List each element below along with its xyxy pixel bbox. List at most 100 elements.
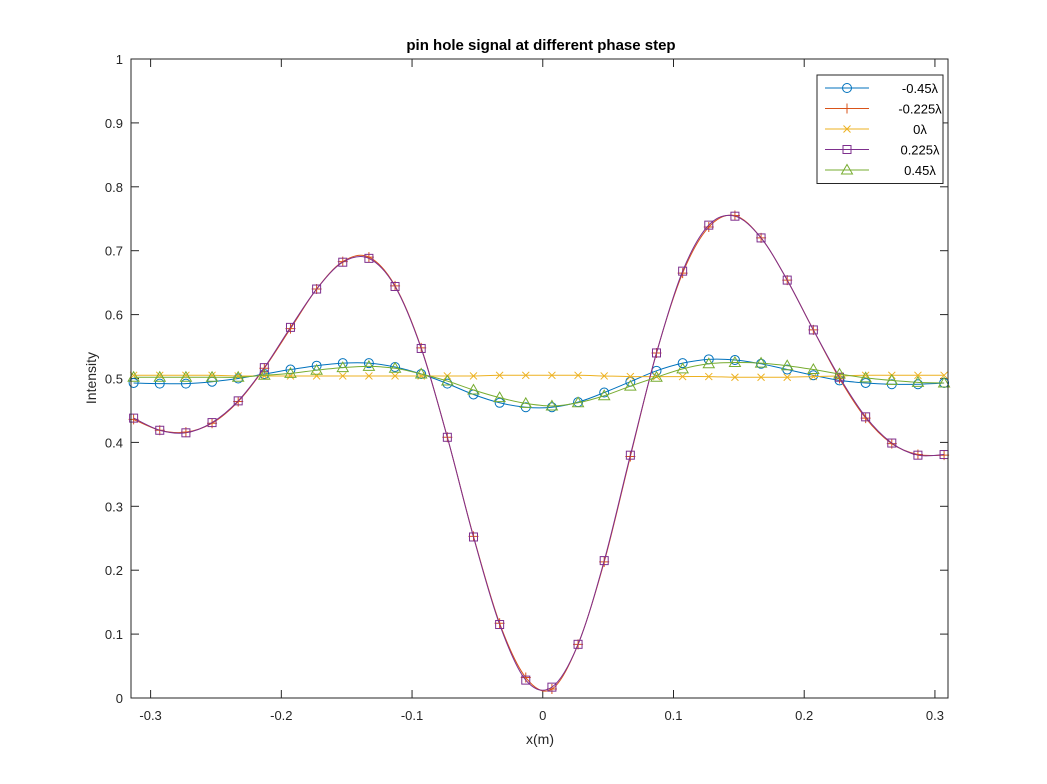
data-point bbox=[783, 373, 792, 382]
data-point bbox=[312, 372, 321, 380]
x-tick-label: 0.2 bbox=[795, 708, 813, 723]
data-point bbox=[676, 362, 690, 374]
data-point bbox=[809, 372, 818, 381]
data-point bbox=[469, 372, 478, 380]
data-point bbox=[310, 363, 323, 375]
data-point bbox=[573, 639, 583, 649]
data-point bbox=[835, 372, 845, 382]
data-point bbox=[521, 371, 530, 380]
data-point bbox=[754, 356, 768, 368]
x-tick-label: -0.1 bbox=[401, 708, 423, 723]
data-point bbox=[285, 322, 295, 332]
data-point bbox=[626, 372, 635, 381]
y-tick-label: 0.6 bbox=[105, 308, 123, 323]
data-point bbox=[467, 383, 480, 395]
x-tick-label: -0.2 bbox=[270, 708, 292, 723]
data-point bbox=[128, 377, 139, 388]
data-point bbox=[545, 399, 559, 411]
data-point bbox=[259, 363, 269, 373]
data-point bbox=[731, 373, 739, 382]
data-point bbox=[391, 372, 399, 380]
data-point bbox=[652, 372, 661, 381]
data-point bbox=[937, 376, 951, 388]
data-point bbox=[702, 357, 716, 369]
x-tick-label: 0 bbox=[539, 708, 546, 723]
data-point bbox=[600, 372, 609, 380]
y-tick-label: 1 bbox=[116, 52, 123, 67]
data-point bbox=[363, 358, 374, 369]
data-point bbox=[651, 348, 661, 358]
data-point bbox=[885, 373, 899, 385]
data-point bbox=[365, 372, 373, 380]
data-point bbox=[782, 275, 792, 285]
data-point bbox=[233, 396, 243, 406]
data-point bbox=[154, 378, 165, 389]
series-4 bbox=[127, 356, 951, 411]
y-tick-label: 0.4 bbox=[105, 435, 123, 450]
chart-title: pin hole signal at different phase step bbox=[406, 37, 675, 54]
data-point bbox=[547, 682, 557, 692]
series-line bbox=[133, 361, 945, 407]
data-point bbox=[257, 368, 271, 380]
data-point bbox=[808, 370, 819, 381]
data-point bbox=[860, 377, 871, 388]
data-point bbox=[493, 391, 506, 403]
data-point bbox=[180, 378, 191, 389]
y-tick-label: 0.3 bbox=[105, 499, 123, 514]
y-tick-label: 0.7 bbox=[105, 244, 123, 259]
x-tick-label: -0.3 bbox=[139, 708, 161, 723]
legend-label: 0λ bbox=[913, 122, 927, 137]
data-point bbox=[440, 374, 454, 386]
data-point bbox=[780, 359, 794, 371]
y-tick-label: 0.9 bbox=[105, 116, 123, 131]
ticks-layer: -0.3 -0.2 -0.1 0 0.1 0.2 0.3 0 0.1 0.2 0.3 0.4 0.5 0.… bbox=[105, 52, 948, 723]
data-point bbox=[338, 372, 347, 380]
data-point bbox=[704, 220, 714, 230]
data-point bbox=[495, 371, 504, 380]
x-tick-label: 0.1 bbox=[664, 708, 682, 723]
data-point bbox=[414, 367, 428, 379]
data-point bbox=[678, 266, 688, 276]
legend-marker bbox=[843, 125, 851, 133]
data-point bbox=[181, 428, 191, 438]
data-point bbox=[312, 284, 322, 294]
data-point bbox=[678, 372, 687, 381]
data-point bbox=[806, 363, 820, 375]
data-point bbox=[129, 413, 139, 423]
y-tick-label: 0.5 bbox=[105, 372, 123, 387]
data-point bbox=[599, 556, 609, 566]
data-point bbox=[704, 372, 713, 381]
legend: -0.45λ -0.225λ 0λ 0.225λ 0.45λ bbox=[816, 74, 944, 184]
data-point bbox=[728, 356, 742, 368]
data-point bbox=[859, 371, 873, 383]
data-point bbox=[285, 364, 296, 375]
legend-label: -0.225λ bbox=[898, 102, 942, 117]
data-point bbox=[911, 375, 925, 387]
data-point bbox=[940, 371, 948, 380]
data-point bbox=[650, 370, 663, 382]
y-tick-label: 0.1 bbox=[105, 627, 123, 642]
data-point bbox=[914, 371, 922, 380]
y-tick-label: 0.2 bbox=[105, 563, 123, 578]
x-tick-label: 0.3 bbox=[926, 708, 944, 723]
y-tick-label: 0 bbox=[116, 691, 123, 706]
data-point bbox=[179, 370, 193, 382]
series-line bbox=[133, 374, 945, 378]
series-line bbox=[133, 214, 945, 691]
data-point bbox=[519, 396, 533, 408]
data-point bbox=[155, 425, 165, 435]
data-point bbox=[388, 361, 402, 373]
legend-entry: 0.225λ bbox=[825, 143, 940, 158]
data-point bbox=[153, 370, 167, 382]
legend-label: 0.45λ bbox=[904, 163, 936, 178]
data-point bbox=[364, 253, 374, 263]
data-point bbox=[756, 233, 766, 243]
data-point bbox=[495, 620, 505, 630]
legend-label: 0.225λ bbox=[900, 143, 940, 158]
data-point bbox=[338, 257, 348, 267]
data-point bbox=[913, 450, 923, 460]
legend-marker bbox=[842, 103, 852, 114]
data-point bbox=[623, 379, 637, 391]
y-tick-label: 0.8 bbox=[105, 180, 123, 195]
data-point bbox=[285, 323, 296, 334]
